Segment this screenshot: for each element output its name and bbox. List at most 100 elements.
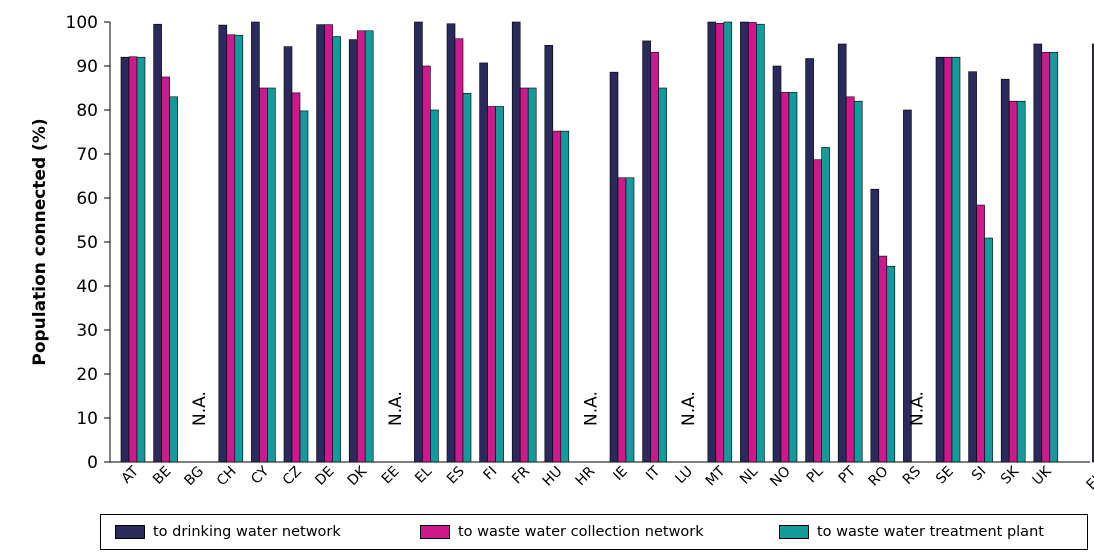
- x-tick-label-it: IT: [643, 463, 664, 484]
- bar-el-series-0: [414, 21, 423, 463]
- legend-item-waste-water-treatment: to waste water treatment plant: [779, 515, 1044, 549]
- x-tick-label-hu: HU: [540, 464, 566, 490]
- bar-at-series-0: [120, 56, 130, 463]
- legend-swatch-drinking-water: [115, 525, 145, 539]
- y-tick-label: 90: [76, 57, 98, 77]
- bar-ch-series-1: [226, 34, 236, 463]
- x-tick-label-es: ES: [444, 463, 468, 487]
- bar-be-series-2: [169, 96, 178, 463]
- bar-it-series-2: [658, 87, 667, 463]
- bar-at-series-2: [136, 56, 146, 463]
- bar-dk-series-0: [348, 39, 358, 463]
- x-tick-label-si: SI: [969, 464, 990, 485]
- bars: N.A. N.A. N.A. N.A. N.A.: [120, 21, 1094, 463]
- legend-label-waste-water-collection: to waste water collection network: [458, 524, 704, 540]
- na-label-hr: N.A.: [581, 391, 601, 426]
- x-tick-label-lu: LU: [672, 464, 696, 488]
- x-tick-label-be: BE: [150, 464, 174, 488]
- y-axis-label: Population connected (%): [30, 118, 50, 365]
- bar-cz-series-2: [299, 110, 309, 463]
- x-tick-label-bg: BG: [181, 464, 207, 490]
- bar-no-series-0: [772, 65, 782, 463]
- x-tick-label-hr: HR: [573, 463, 599, 489]
- bar-ch-series-0: [218, 24, 228, 463]
- bar-si-series-2: [984, 237, 993, 463]
- bar-fi-series-0: [479, 62, 488, 463]
- bar-hu-series-0: [544, 45, 554, 463]
- bar-si-series-1: [976, 204, 985, 463]
- bar-sk-series-1: [1008, 100, 1018, 463]
- x-tick-label-nl: NL: [737, 463, 761, 487]
- y-tick-label: 10: [76, 409, 98, 429]
- bar-hu-series-1: [552, 130, 562, 463]
- bar-pt-series-0: [837, 43, 847, 463]
- bar-ro-series-0: [870, 188, 880, 463]
- bar-ro-series-1: [878, 255, 888, 463]
- bar-chart: Population connected (%) N.A. N.A. N.A. N.A…: [30, 13, 1094, 493]
- bar-ro-series-2: [886, 265, 896, 463]
- bar-it-series-0: [642, 40, 651, 463]
- x-tick-label-dk: DK: [345, 463, 371, 489]
- bar-no-series-2: [788, 92, 798, 463]
- y-tick-label: 40: [76, 277, 98, 297]
- legend-swatch-waste-water-collection: [420, 525, 450, 539]
- x-tick-label-ch: CH: [214, 464, 240, 490]
- bar-es-series-1: [454, 38, 464, 463]
- bar-si-series-0: [968, 71, 977, 463]
- bar-dk-series-2: [364, 30, 374, 463]
- bar-nl-series-1: [748, 22, 757, 463]
- y-tick-label: 50: [76, 233, 98, 253]
- bar-el-series-2: [430, 109, 439, 463]
- bar-sk-series-0: [1000, 78, 1010, 463]
- bar-it-series-1: [650, 52, 659, 463]
- na-label-bg: N.A.: [190, 391, 210, 426]
- na-label-rs: N.A.: [907, 391, 927, 426]
- bar-cy-series-2: [267, 87, 276, 463]
- bar-mt-series-2: [723, 21, 733, 463]
- x-tick-label-fi: FI: [480, 464, 500, 484]
- x-tick-label-no: NO: [767, 464, 794, 491]
- bar-es-series-0: [446, 23, 456, 463]
- bar-be-series-1: [161, 76, 170, 463]
- legend: to drinking water network to waste water…: [100, 514, 1088, 550]
- bar-ch-series-2: [234, 34, 244, 463]
- x-tick-label-ro: RO: [866, 464, 892, 490]
- bar-cz-series-1: [291, 92, 301, 463]
- x-tick-label-cy: CY: [248, 463, 272, 487]
- bar-be-series-0: [153, 23, 162, 463]
- bar-cy-series-1: [259, 87, 268, 463]
- bar-de-series-1: [324, 24, 333, 463]
- bar-at-series-1: [128, 56, 138, 463]
- bar-es-series-2: [462, 92, 472, 463]
- bar-de-series-0: [316, 24, 325, 463]
- x-tick-label-se: SE: [933, 464, 957, 488]
- x-tick-label-sk: SK: [998, 463, 1023, 488]
- legend-item-waste-water-collection: to waste water collection network: [420, 515, 704, 549]
- na-label-lu: N.A.: [679, 391, 699, 426]
- bar-ie-series-1: [617, 177, 627, 463]
- y-tick-label: 80: [76, 101, 98, 121]
- x-tick-label-at: AT: [118, 463, 142, 487]
- x-tick-label-el: EL: [412, 463, 435, 486]
- bar-se-series-2: [951, 56, 961, 463]
- bar-mt-series-1: [715, 23, 725, 463]
- bar-uk-series-2: [1049, 52, 1059, 463]
- bar-sk-series-2: [1016, 100, 1026, 463]
- bar-hu-series-2: [560, 130, 570, 463]
- legend-label-waste-water-treatment: to waste water treatment plant: [817, 524, 1044, 540]
- legend-label-drinking-water: to drinking water network: [153, 524, 341, 540]
- bar-ie-series-2: [625, 177, 635, 463]
- y-tick-label: 0: [87, 453, 98, 473]
- y-tick-label: 30: [76, 321, 98, 341]
- bar-no-series-1: [780, 92, 790, 463]
- bar-eu-series-0: [1092, 43, 1094, 463]
- y-tick-label: 70: [76, 145, 98, 165]
- bar-ie-series-0: [609, 71, 619, 463]
- bar-pt-series-2: [853, 100, 863, 463]
- x-tick-label-pl: PL: [804, 463, 827, 486]
- bar-cz-series-0: [283, 46, 293, 463]
- bar-nl-series-0: [740, 21, 749, 463]
- bar-pl-series-0: [805, 58, 814, 463]
- bar-cy-series-0: [251, 21, 260, 463]
